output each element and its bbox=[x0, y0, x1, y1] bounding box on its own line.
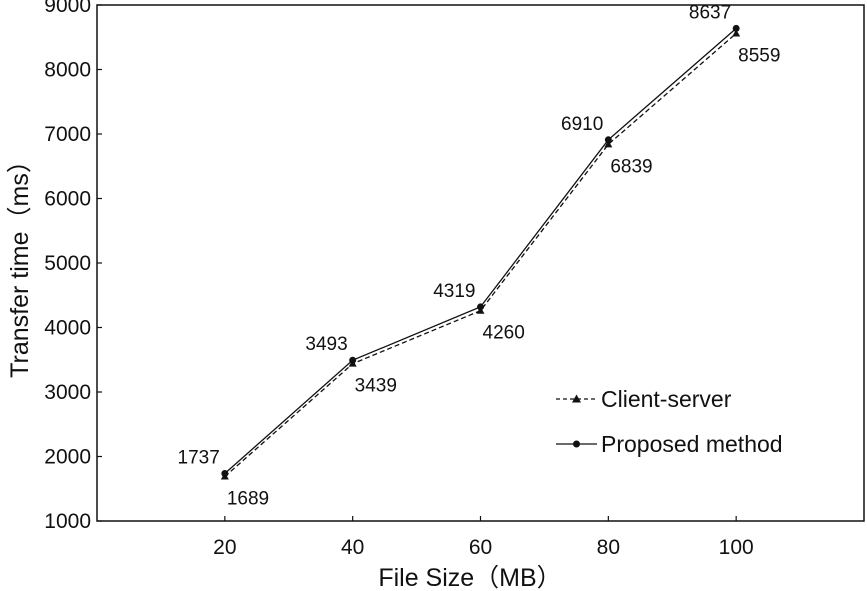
y-tick-label: 3000 bbox=[44, 381, 91, 404]
data-label-client-server: 1689 bbox=[227, 489, 269, 510]
data-point-proposed-method bbox=[349, 356, 357, 364]
x-axis-title: File Size（MB） bbox=[378, 564, 561, 591]
y-tick-label: 2000 bbox=[44, 446, 91, 469]
data-point-proposed-method bbox=[604, 136, 612, 144]
data-label-proposed-method: 4319 bbox=[433, 281, 475, 302]
data-label-client-server: 8559 bbox=[738, 45, 780, 66]
data-point-proposed-method bbox=[477, 303, 484, 311]
data-label-proposed-method: 6910 bbox=[561, 114, 603, 135]
y-axis-title: Transfer time（ms） bbox=[6, 148, 34, 378]
legend-label-client-server: Client-server bbox=[601, 386, 732, 412]
y-tick-label: 7000 bbox=[44, 123, 91, 146]
data-point-proposed-method bbox=[221, 469, 229, 477]
data-label-proposed-method: 8637 bbox=[689, 2, 731, 23]
y-tick-label: 4000 bbox=[44, 317, 91, 340]
data-point-client-server bbox=[604, 140, 613, 148]
y-tick-label: 9000 bbox=[44, 0, 91, 17]
x-tick-label: 20 bbox=[213, 536, 236, 559]
data-label-proposed-method: 3493 bbox=[305, 334, 347, 355]
data-label-client-server: 3439 bbox=[355, 376, 397, 397]
series-layer bbox=[220, 24, 741, 480]
x-tick-label: 80 bbox=[597, 536, 620, 559]
data-label-proposed-method: 1737 bbox=[178, 447, 220, 468]
legend-label-proposed-method: Proposed method bbox=[601, 431, 783, 457]
data-label-client-server: 4260 bbox=[483, 323, 525, 344]
y-tick-label: 6000 bbox=[44, 188, 91, 211]
y-tick-label: 8000 bbox=[44, 59, 91, 82]
x-tick-label: 60 bbox=[469, 536, 492, 559]
y-tick-label: 5000 bbox=[44, 252, 91, 275]
y-tick-label: 1000 bbox=[44, 510, 91, 533]
x-tick-label: 100 bbox=[719, 536, 754, 559]
legend-marker-proposed-method bbox=[573, 440, 580, 448]
x-axis: 20 40 60 80 100 bbox=[213, 516, 754, 559]
data-point-client-server bbox=[732, 29, 741, 37]
legend: Client-server Proposed method bbox=[556, 386, 783, 457]
data-labels: 1737 1689 3493 3439 4319 4260 6910 6839 8637 8559 bbox=[178, 2, 781, 509]
x-tick-label: 40 bbox=[341, 536, 364, 559]
data-point-proposed-method bbox=[732, 24, 740, 32]
data-label-client-server: 6839 bbox=[610, 156, 652, 177]
legend-marker-client-server bbox=[572, 394, 581, 403]
y-axis: 1000 2000 3000 4000 5000 6000 7000 8000 9000 bbox=[44, 0, 102, 533]
